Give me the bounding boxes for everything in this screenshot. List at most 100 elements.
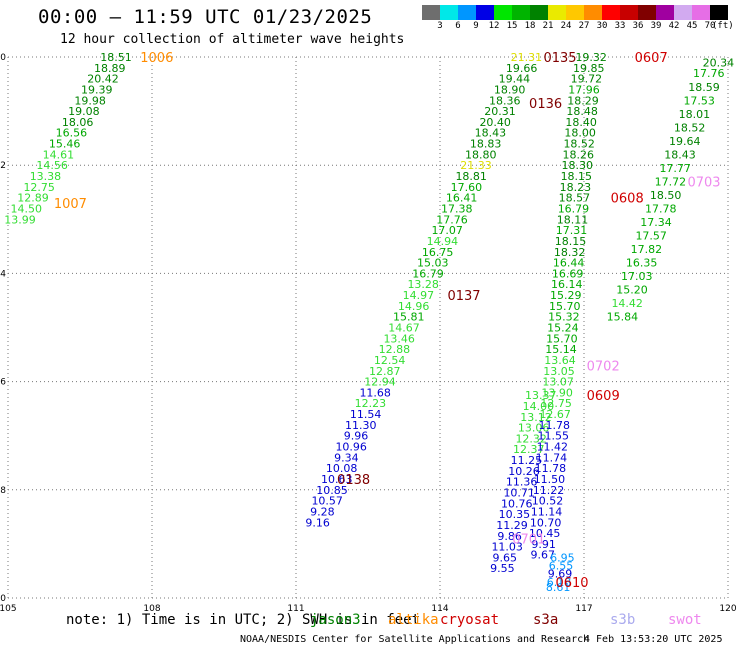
satellite-label: altika [388, 612, 439, 628]
swh-data-label: 17.53 [683, 94, 715, 107]
swh-data-label: 19.64 [669, 135, 701, 148]
legend-label: 30 [596, 21, 608, 31]
legend-swatch [656, 5, 674, 20]
swh-data-label: 16.69 [552, 267, 584, 280]
swh-data-label: 21.33 [460, 159, 492, 172]
generated-time: 4 Feb 13:53:20 UTC 2025 [584, 634, 723, 645]
swh-data-label: 18.90 [494, 83, 526, 96]
swh-data-label: 15.70 [546, 332, 578, 345]
swh-data-label: 15.24 [547, 322, 579, 335]
swh-data-label: 14.61 [43, 148, 75, 161]
x-tick-label: 117 [575, 604, 592, 614]
swh-data-label: 18.57 [559, 192, 591, 205]
legend-label: 42 [668, 21, 680, 31]
swh-data-label: 15.84 [607, 311, 639, 324]
swh-data-label: 14.94 [427, 235, 459, 248]
swh-data-label: 13.99 [4, 213, 36, 226]
swh-data-label: 14.67 [388, 322, 420, 335]
swh-data-label: 18.83 [470, 138, 502, 151]
swh-data-label: 18.15 [555, 235, 587, 248]
swh-data-label: 17.31 [556, 224, 588, 237]
swh-data-label: 12.88 [379, 343, 411, 356]
swh-data-label: 11.78 [535, 462, 567, 475]
legend-label: 9 [473, 21, 479, 31]
legend-swatch [476, 5, 494, 20]
satellite-label: s3a [533, 612, 559, 628]
swh-data-label: 19.08 [68, 105, 100, 118]
swh-data-label: 11.74 [536, 451, 568, 464]
legend-label: 18 [524, 21, 536, 31]
swh-data-label: 16.75 [422, 246, 454, 259]
legend-swatch [530, 5, 548, 20]
legend-label: 24 [560, 21, 572, 31]
y-tick-label: -60 [0, 594, 6, 604]
swh-data-label: 11.50 [534, 473, 566, 486]
swh-data-label: 18.32 [554, 246, 586, 259]
y-tick-label: -54 [0, 269, 6, 279]
swh-data-label: 19.85 [573, 62, 605, 75]
swh-data-label: 9.65 [493, 551, 518, 564]
swh-data-label: 13.07 [542, 376, 574, 389]
swh-data-label: 17.78 [645, 202, 677, 215]
y-tick-label: -52 [0, 161, 6, 171]
swh-data-label: 13.28 [407, 278, 439, 291]
swh-data-label: 10.26 [508, 465, 540, 478]
swh-data-label: 20.31 [484, 105, 516, 118]
swh-data-label: 18.50 [650, 189, 682, 202]
legend-label: 36 [632, 21, 644, 31]
swh-data-label: 13.37 [525, 389, 557, 402]
swh-data-label: 18.23 [560, 181, 592, 194]
swh-data-label: 20.42 [87, 73, 119, 86]
credit-line: NOAA/NESDIS Center for Satellite Applica… [240, 634, 590, 645]
swh-data-label: 16.79 [412, 267, 444, 280]
swh-data-label: 10.45 [529, 527, 561, 540]
swh-data-label: 11.29 [496, 519, 528, 532]
swh-data-label: 15.14 [545, 343, 577, 356]
swh-data-label: 18.40 [565, 116, 597, 129]
swh-data-label: 9.91 [531, 538, 556, 551]
swh-data-label: 11.25 [511, 454, 543, 467]
legend-swatch [566, 5, 584, 20]
swh-data-label: 10.52 [532, 495, 564, 508]
swh-data-label: 18.29 [567, 94, 599, 107]
swh-data-label: 9.16 [305, 516, 330, 529]
swh-data-label: 17.57 [635, 230, 667, 243]
swh-data-label: 18.80 [465, 148, 497, 161]
swh-data-label: 14.97 [403, 289, 435, 302]
swh-data-label: 19.39 [81, 83, 113, 96]
swh-data-label: 17.60 [451, 181, 483, 194]
swh-data-label: 12.89 [17, 192, 49, 205]
swh-data-label: 10.71 [503, 487, 535, 500]
satellite-label: jason3 [310, 612, 361, 628]
satellite-label: swot [668, 612, 702, 628]
swh-data-label: 13.06 [518, 422, 550, 435]
swh-data-label: 11.22 [533, 484, 565, 497]
legend-label: 15 [506, 21, 518, 31]
swh-data-label: 15.46 [49, 138, 81, 151]
swh-data-label: 18.11 [557, 213, 589, 226]
pass-label: 0137 [447, 289, 480, 304]
swh-data-label: 11.36 [506, 476, 538, 489]
swh-data-label: 18.36 [489, 94, 521, 107]
swh-data-label: 18.30 [562, 159, 594, 172]
swh-data-label: 10.96 [335, 441, 367, 454]
swh-data-label: 12.67 [539, 408, 571, 421]
swh-data-label: 14.50 [10, 202, 42, 215]
x-tick-label: 105 [0, 604, 17, 614]
swh-data-label: 17.76 [693, 67, 725, 80]
legend-label: 45 [686, 21, 698, 31]
legend-swatch [548, 5, 566, 20]
swh-data-label: 16.41 [446, 192, 478, 205]
swh-data-label: 20.40 [479, 116, 511, 129]
swh-data-label: 19.72 [571, 73, 603, 86]
pass-label: 1006 [140, 51, 173, 66]
swh-data-label: 18.26 [562, 148, 594, 161]
swh-data-label: 16.79 [558, 202, 590, 215]
swh-data-label: 16.14 [551, 278, 583, 291]
legend-label: 39 [650, 21, 662, 31]
swh-data-label: 18.81 [455, 170, 487, 183]
legend-label: 33 [614, 21, 626, 31]
legend-label: 21 [542, 21, 554, 31]
swh-data-label: 6.95 [550, 551, 575, 564]
swh-data-label: 9.67 [530, 549, 555, 562]
